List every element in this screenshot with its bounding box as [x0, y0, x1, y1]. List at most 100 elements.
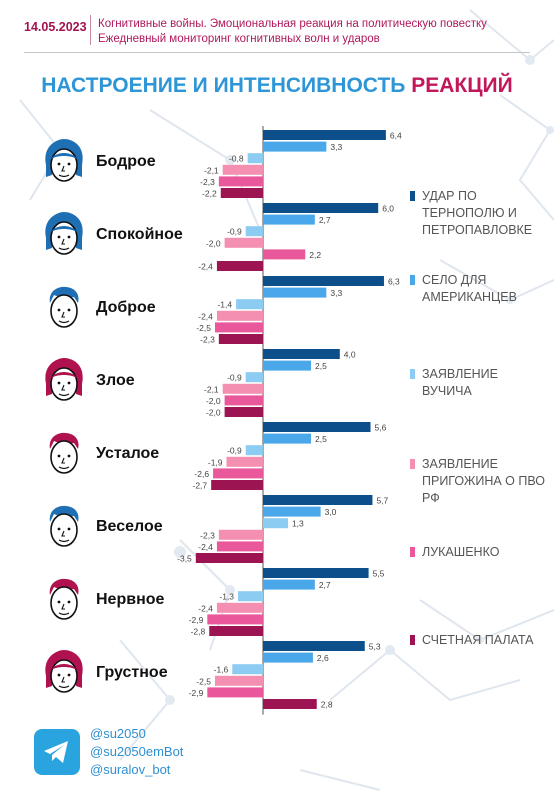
bar-2-2	[236, 299, 263, 310]
face-woman-sad-icon	[40, 648, 88, 705]
mood-label-7: Грустное	[96, 664, 168, 681]
legend-swatch-1	[410, 275, 415, 285]
mood-label-4: Усталое	[96, 445, 160, 462]
value-label-1-3: -2,0	[206, 238, 221, 248]
legend-label-3: ЗАЯВЛЕНИЕ ПРИГОЖИНА О ПВО РФ	[422, 457, 546, 505]
legend-label-1: СЕЛО ДЛЯ АМЕРИКАНЦЕВ	[422, 273, 517, 304]
legend-label-4: ЛУКАШЕНКО	[422, 545, 500, 559]
value-label-7-3: -2,5	[196, 676, 211, 686]
header-subtitle-1: Когнитивные войны. Эмоциональная реакция…	[98, 18, 487, 30]
bar-1-0	[263, 203, 379, 213]
legend-label-2: ЗАЯВЛЕНИЕ ВУЧИЧА	[422, 367, 499, 398]
value-label-2-5: -2,3	[200, 335, 215, 345]
header: 14.05.2023 Когнитивные войны. Эмоциональ…	[0, 0, 554, 56]
chart-title: НАСТРОЕНИЕ И ИНТЕНСИВНОСТЬ РЕАКЦИЙ	[0, 74, 554, 98]
footer: @su2050 @su2050emBot @suralov_bot	[0, 715, 554, 800]
value-label-2-3: -2,4	[198, 311, 213, 321]
bar-7-1	[263, 652, 313, 663]
value-label-6-2: -1,3	[219, 592, 234, 602]
face-man-nervous-icon	[40, 575, 88, 632]
chart-title-part-2: РЕАКЦИЙ	[411, 74, 513, 97]
face-man-happy-icon	[40, 502, 88, 559]
bar-7-5	[263, 699, 317, 709]
bar-6-2	[238, 591, 263, 602]
value-label-2-4: -2,5	[196, 323, 211, 333]
telegram-link-bot[interactable]: @su2050emBot	[90, 744, 184, 759]
value-label-2-0: 6,3	[388, 277, 400, 287]
bar-3-1	[263, 360, 311, 371]
value-label-0-5: -2,2	[202, 189, 217, 199]
telegram-link-channel[interactable]: @su2050	[90, 726, 146, 741]
bar-1-2	[245, 226, 263, 237]
bar-5-3	[218, 529, 263, 540]
header-rule	[24, 52, 530, 53]
value-label-2-2: -1,4	[217, 300, 232, 310]
value-label-4-0: 5,6	[375, 423, 387, 433]
value-label-6-4: -2,9	[189, 615, 204, 625]
bar-4-5	[211, 480, 263, 490]
bar-7-4	[207, 687, 263, 698]
bar-1-1	[263, 214, 315, 225]
value-label-0-0: 6,4	[390, 131, 402, 141]
face-woman-cheerful-icon	[40, 137, 88, 194]
bar-5-4	[216, 541, 263, 552]
face-woman-angry-icon	[40, 356, 88, 413]
legend-swatch-4	[410, 547, 415, 557]
value-label-5-2: 1,3	[292, 519, 304, 529]
bar-2-0	[263, 276, 384, 286]
value-label-3-0: 4,0	[344, 350, 356, 360]
value-label-5-4: -2,4	[198, 542, 213, 552]
mood-label-5: Веселое	[96, 518, 163, 535]
bar-7-0	[263, 641, 365, 651]
value-label-6-5: -2,8	[191, 627, 206, 637]
bar-4-4	[213, 468, 263, 479]
bar-0-4	[218, 176, 263, 187]
bar-5-0	[263, 495, 373, 505]
value-label-4-4: -2,6	[194, 469, 209, 479]
bar-7-3	[215, 675, 263, 686]
telegram-icon[interactable]	[34, 729, 80, 775]
bar-5-2	[263, 518, 288, 529]
value-label-1-4: 2,2	[309, 250, 321, 260]
bar-5-5	[195, 553, 263, 563]
mood-label-6: Нервное	[96, 591, 165, 608]
bar-4-0	[263, 422, 371, 432]
bar-0-1	[263, 141, 327, 152]
bar-0-3	[222, 164, 263, 175]
value-label-0-3: -2,1	[204, 165, 219, 175]
value-label-3-3: -2,1	[204, 384, 219, 394]
bar-6-3	[216, 602, 263, 613]
value-label-0-1: 3,3	[330, 142, 342, 152]
telegram-link-suralov-bot[interactable]: @suralov_bot	[90, 762, 171, 777]
face-woman-calm-icon	[40, 210, 88, 267]
header-subtitle-2: Ежедневный мониторинг когнитивных волн и…	[98, 33, 380, 45]
value-label-4-3: -1,9	[208, 457, 223, 467]
report-date: 14.05.2023	[24, 20, 87, 34]
bar-6-0	[263, 568, 369, 578]
value-label-3-4: -2,0	[206, 396, 221, 406]
bar-6-4	[207, 614, 263, 625]
bar-6-5	[209, 626, 263, 636]
bar-4-2	[245, 445, 263, 456]
bar-7-2	[232, 664, 263, 675]
bar-0-0	[263, 130, 386, 140]
header-divider	[90, 15, 91, 45]
bar-1-4	[263, 249, 306, 260]
bar-4-3	[226, 456, 263, 467]
mood-label-0: Бодрое	[96, 153, 156, 170]
value-label-0-2: -0,8	[229, 154, 244, 164]
value-label-6-1: 2,7	[319, 580, 331, 590]
value-label-7-5: 2,8	[321, 700, 333, 710]
bar-2-3	[216, 310, 263, 321]
value-label-5-5: -3,5	[177, 554, 192, 564]
mood-label-3: Злое	[96, 372, 135, 389]
legend-label-0: УДАР ПО ТЕРНОПОЛЮ И ПЕТРОПАВЛОВКЕ	[422, 189, 533, 237]
bar-1-5	[216, 261, 263, 271]
bar-5-1	[263, 506, 321, 517]
value-label-7-4: -2,9	[189, 688, 204, 698]
value-label-1-0: 6,0	[382, 204, 394, 214]
bar-3-3	[222, 383, 263, 394]
bar-3-4	[224, 395, 263, 406]
value-label-7-1: 2,6	[317, 653, 329, 663]
value-label-1-2: -0,9	[227, 227, 242, 237]
